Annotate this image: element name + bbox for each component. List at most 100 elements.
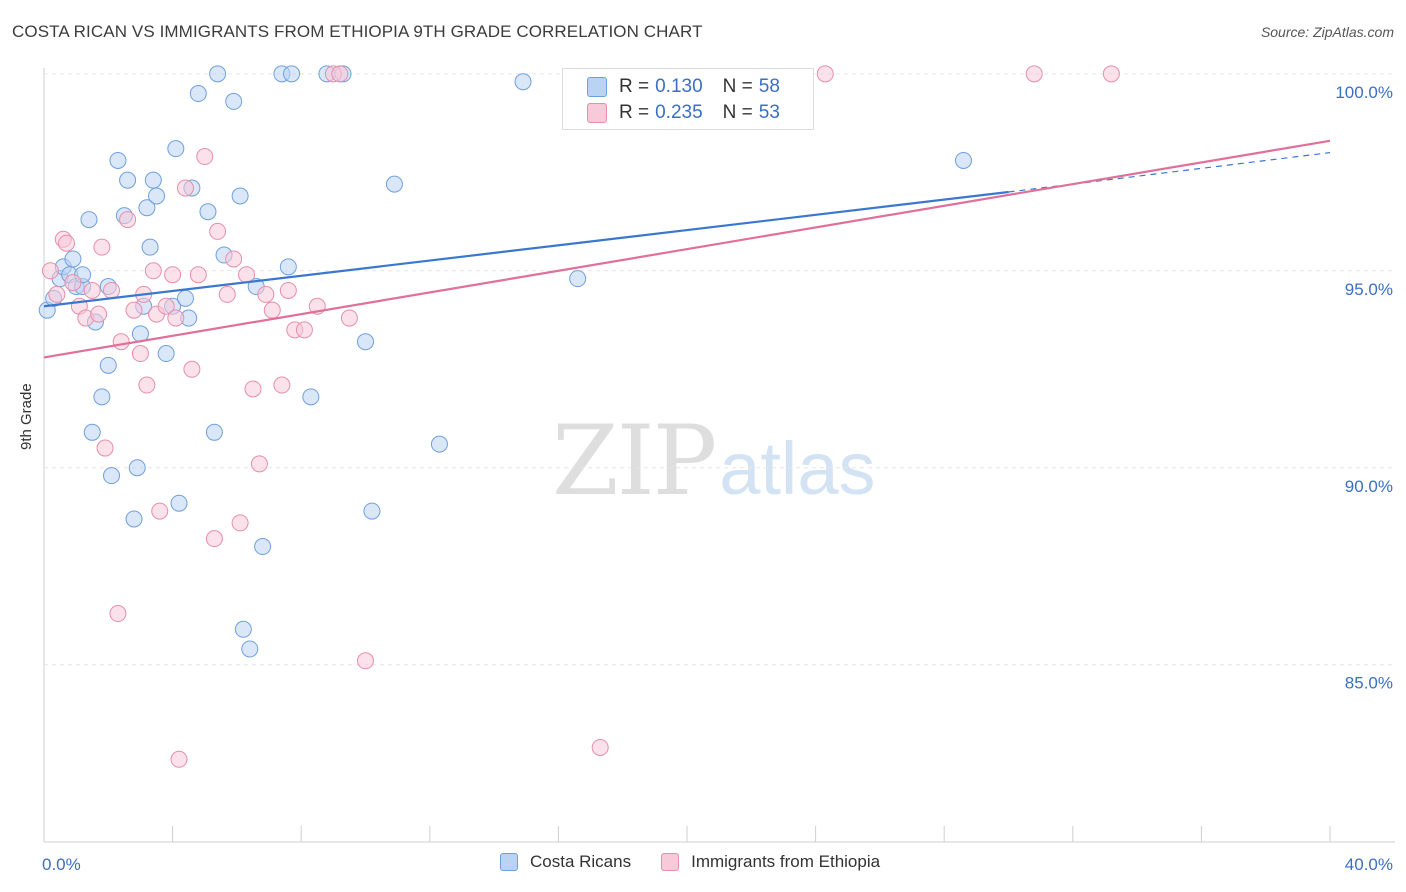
ethiopia-point <box>1025 65 1043 83</box>
ethiopia-point <box>357 652 374 670</box>
costa-rican-point <box>141 238 159 256</box>
costa-rican-point <box>234 620 252 638</box>
costa-rican-point <box>125 510 143 528</box>
ethiopia-point <box>138 376 156 394</box>
legend-item-ethiopia[interactable]: Immigrants from Ethiopia <box>661 852 880 872</box>
ethiopia-point <box>816 65 834 83</box>
n-label: N = <box>722 76 753 97</box>
y-tick-label: 95.0% <box>1345 280 1393 299</box>
legend-row-ethiopia: R = 0.235 N = 53 <box>587 100 780 126</box>
ethiopia-point <box>167 309 185 327</box>
ethiopia-point <box>340 309 358 327</box>
ethiopia-point <box>48 285 66 303</box>
r-value: 0.235 <box>655 102 703 123</box>
legend-item-costa-ricans[interactable]: Costa Ricans <box>500 852 631 872</box>
costa-rican-point <box>157 345 175 363</box>
costa-rican-point <box>231 187 249 205</box>
n-value: 58 <box>758 76 780 97</box>
y-axis-label: 9th Grade <box>18 383 35 450</box>
y-tick-label: 90.0% <box>1345 477 1393 496</box>
costa-rican-point <box>64 250 82 268</box>
costa-rican-point <box>954 151 972 169</box>
r-label: R = <box>619 76 650 97</box>
y-tick-label: 85.0% <box>1345 674 1393 693</box>
costa-rican-point <box>138 199 156 217</box>
costa-rican-point <box>170 494 188 512</box>
costa-rican-point <box>209 65 227 83</box>
ethiopia-point <box>96 439 114 457</box>
costa-rican-point <box>99 356 117 374</box>
ethiopia-point <box>58 234 76 252</box>
legend-label: Costa Ricans <box>530 852 632 871</box>
ethiopia-point <box>125 301 143 319</box>
ethiopia-point <box>183 360 201 378</box>
ethiopia-point <box>109 605 127 623</box>
ethiopia-point <box>189 266 207 284</box>
costa-rican-point <box>302 388 320 406</box>
y-tick-label: 100.0% <box>1335 83 1393 102</box>
costa-rican-point <box>279 258 297 276</box>
costa-rican-point <box>144 171 162 189</box>
ethiopia-point <box>218 285 236 303</box>
costa-rican-point <box>514 73 532 91</box>
ethiopia-point <box>225 250 243 268</box>
ethiopia-point <box>93 238 111 256</box>
n-value: 53 <box>758 102 780 123</box>
blue-swatch <box>587 77 607 97</box>
costa-rican-point <box>283 65 301 83</box>
ethiopia-point <box>41 262 59 280</box>
costa-rican-point <box>176 289 194 307</box>
x-tick-label: 40.0% <box>1345 855 1393 874</box>
ethiopia-point <box>170 750 188 768</box>
ethiopia-point <box>164 266 182 284</box>
ethiopia-point <box>591 738 609 756</box>
costa-rican-point <box>363 502 381 520</box>
ethiopia-point <box>151 502 169 520</box>
chart-title: COSTA RICAN VS IMMIGRANTS FROM ETHIOPIA … <box>12 22 703 41</box>
ethiopia-point <box>64 274 82 292</box>
n-label: N = <box>722 102 753 123</box>
costa-rican-point <box>109 151 127 169</box>
costa-rican-trendline-extension <box>1008 152 1331 193</box>
ethiopia-point <box>295 321 313 339</box>
ethiopia-point <box>263 301 281 319</box>
costa-rican-point <box>205 423 223 441</box>
pink-swatch <box>587 103 607 123</box>
costa-rican-point <box>430 435 448 453</box>
costa-rican-point <box>83 423 101 441</box>
costa-rican-point <box>93 388 111 406</box>
watermark-zip: ZIP <box>552 405 717 517</box>
ethiopia-point <box>144 262 162 280</box>
x-tick-label: 0.0% <box>42 855 81 874</box>
costa-rican-trendline <box>43 190 1009 308</box>
ethiopia-point <box>196 148 214 166</box>
pink-swatch <box>661 853 680 871</box>
ethiopia-point <box>176 179 194 197</box>
legend-row-costa-ricans: R = 0.130 N = 58 <box>587 74 780 100</box>
series-legend: Costa Ricans Immigrants from Ethiopia <box>500 852 910 872</box>
costa-rican-point <box>167 140 185 158</box>
costa-rican-point <box>148 187 166 205</box>
source-credit: Source: ZipAtlas.com <box>1260 24 1394 40</box>
correlation-legend: R = 0.130 N = 58 R = 0.235 N = 53 <box>562 68 814 130</box>
ethiopia-point <box>231 514 249 532</box>
costa-rican-point <box>189 85 207 103</box>
ethiopia-point <box>131 345 149 363</box>
costa-rican-point <box>569 270 587 288</box>
ethiopia-point <box>257 285 275 303</box>
costa-rican-point <box>254 538 272 556</box>
r-label: R = <box>619 102 650 123</box>
watermark-atlas: atlas <box>719 427 876 510</box>
ethiopia-point <box>279 281 297 299</box>
watermark: ZIPatlas <box>552 405 876 517</box>
costa-rican-point <box>385 175 403 193</box>
costa-rican-point <box>80 211 98 229</box>
r-value: 0.130 <box>655 76 703 97</box>
ethiopia-point <box>103 281 121 299</box>
ethiopia-point <box>157 297 175 315</box>
costa-rican-point <box>128 459 146 477</box>
ethiopia-point <box>250 455 268 473</box>
ethiopia-point <box>205 530 223 548</box>
ethiopia-point <box>119 211 137 229</box>
